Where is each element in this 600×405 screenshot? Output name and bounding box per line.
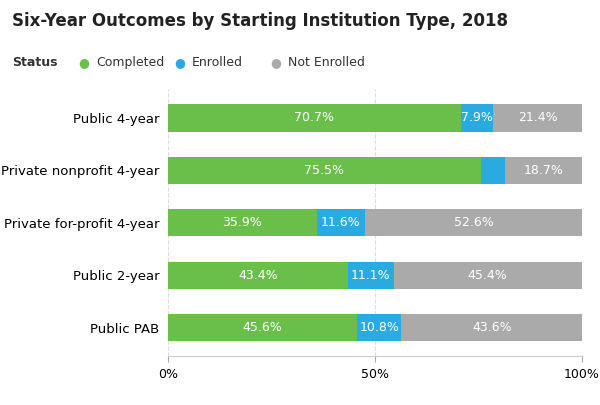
- Text: 7.9%: 7.9%: [461, 111, 493, 124]
- Bar: [481, 157, 505, 184]
- Text: 52.6%: 52.6%: [454, 216, 493, 229]
- Text: 21.4%: 21.4%: [518, 111, 557, 124]
- Bar: [168, 209, 317, 237]
- Text: 75.5%: 75.5%: [304, 164, 344, 177]
- Bar: [168, 104, 461, 132]
- Text: 70.7%: 70.7%: [295, 111, 334, 124]
- Text: Completed: Completed: [96, 56, 164, 69]
- Text: 11.1%: 11.1%: [351, 269, 391, 281]
- Bar: [493, 104, 582, 132]
- Bar: [461, 104, 493, 132]
- Text: Not Enrolled: Not Enrolled: [288, 56, 365, 69]
- Bar: [168, 262, 347, 289]
- Bar: [168, 157, 481, 184]
- Bar: [168, 314, 357, 341]
- Text: 43.6%: 43.6%: [472, 321, 512, 334]
- Text: ●: ●: [78, 56, 89, 69]
- Bar: [505, 157, 582, 184]
- Text: 45.4%: 45.4%: [468, 269, 508, 281]
- Text: Enrolled: Enrolled: [192, 56, 243, 69]
- Text: 35.9%: 35.9%: [223, 216, 262, 229]
- Bar: [394, 262, 581, 289]
- Text: 18.7%: 18.7%: [523, 164, 563, 177]
- Bar: [347, 262, 394, 289]
- Text: 43.4%: 43.4%: [238, 269, 278, 281]
- Text: 45.6%: 45.6%: [242, 321, 282, 334]
- Text: Six-Year Outcomes by Starting Institution Type, 2018: Six-Year Outcomes by Starting Institutio…: [12, 12, 508, 30]
- Text: ●: ●: [174, 56, 185, 69]
- Text: 11.6%: 11.6%: [321, 216, 361, 229]
- Bar: [317, 209, 365, 237]
- Bar: [357, 314, 401, 341]
- Bar: [401, 314, 582, 341]
- Bar: [365, 209, 583, 237]
- Text: ●: ●: [270, 56, 281, 69]
- Text: 10.8%: 10.8%: [359, 321, 399, 334]
- Text: Status: Status: [12, 56, 58, 69]
